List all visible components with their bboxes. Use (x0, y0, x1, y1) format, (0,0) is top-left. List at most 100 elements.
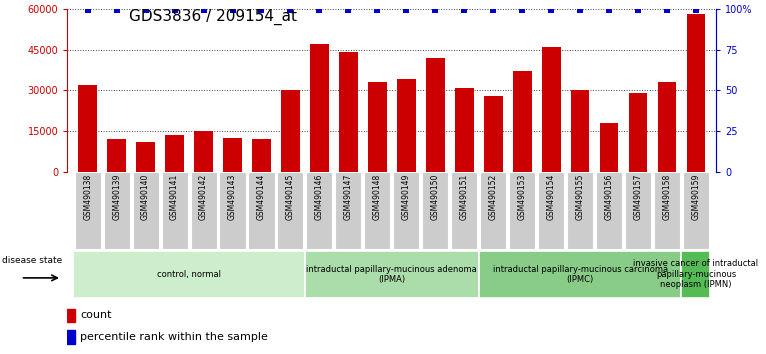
Point (169, 8, 181, 13)
Text: GSM490150: GSM490150 (430, 174, 440, 221)
Text: GSM490148: GSM490148 (373, 174, 381, 220)
FancyBboxPatch shape (509, 172, 535, 249)
FancyBboxPatch shape (336, 172, 362, 249)
FancyBboxPatch shape (220, 172, 246, 249)
Text: GSM490153: GSM490153 (518, 174, 527, 221)
Text: GSM490142: GSM490142 (199, 174, 208, 220)
Point (110, 8, 123, 13)
Text: GSM490154: GSM490154 (547, 174, 555, 221)
FancyBboxPatch shape (625, 172, 651, 249)
Bar (107, 139, 126, 172)
Text: GSM490145: GSM490145 (286, 174, 295, 221)
Text: intraductal papillary-mucinous carcinoma
(IPMC): intraductal papillary-mucinous carcinoma… (493, 265, 668, 284)
Bar (339, 52, 358, 172)
Text: GSM490147: GSM490147 (344, 174, 353, 221)
Bar (78, 85, 97, 172)
FancyBboxPatch shape (306, 172, 332, 249)
Point (342, 8, 355, 13)
Text: GSM490140: GSM490140 (141, 174, 150, 221)
FancyBboxPatch shape (683, 172, 709, 249)
Text: GSM490159: GSM490159 (692, 174, 700, 221)
FancyBboxPatch shape (422, 172, 448, 249)
Point (458, 8, 470, 13)
Bar (484, 96, 502, 172)
Point (574, 8, 586, 13)
Bar (542, 47, 561, 172)
Point (81, 8, 93, 13)
Text: percentile rank within the sample: percentile rank within the sample (80, 332, 268, 342)
Bar (657, 82, 676, 172)
FancyBboxPatch shape (596, 172, 622, 249)
FancyBboxPatch shape (74, 251, 305, 298)
Point (313, 8, 326, 13)
Bar (136, 142, 155, 172)
Bar (165, 135, 184, 172)
Bar (67, 309, 75, 322)
Point (545, 8, 557, 13)
Bar (426, 58, 445, 172)
FancyBboxPatch shape (538, 172, 564, 249)
FancyBboxPatch shape (479, 251, 682, 298)
Point (198, 8, 210, 13)
FancyBboxPatch shape (682, 251, 710, 298)
Text: control, normal: control, normal (157, 270, 221, 279)
Text: GSM490138: GSM490138 (83, 174, 92, 220)
FancyBboxPatch shape (191, 172, 217, 249)
Point (255, 8, 267, 13)
Bar (281, 90, 300, 172)
Point (372, 8, 384, 13)
Text: GSM490158: GSM490158 (663, 174, 672, 220)
Point (661, 8, 673, 13)
Text: GSM490146: GSM490146 (315, 174, 324, 221)
Point (632, 8, 644, 13)
Text: GSM490139: GSM490139 (112, 174, 121, 221)
Text: intraductal papillary-mucinous adenoma
(IPMA): intraductal papillary-mucinous adenoma (… (306, 265, 477, 284)
FancyBboxPatch shape (393, 172, 419, 249)
Text: GSM490143: GSM490143 (228, 174, 237, 221)
Text: GSM490157: GSM490157 (633, 174, 643, 221)
FancyBboxPatch shape (133, 172, 159, 249)
FancyBboxPatch shape (248, 172, 274, 249)
Bar (629, 93, 647, 172)
FancyBboxPatch shape (451, 172, 477, 249)
Bar (252, 139, 271, 172)
FancyBboxPatch shape (365, 172, 391, 249)
Bar (397, 79, 416, 172)
Bar (686, 14, 705, 172)
FancyBboxPatch shape (162, 172, 188, 249)
FancyBboxPatch shape (103, 172, 129, 249)
Text: GDS3836 / 209154_at: GDS3836 / 209154_at (129, 9, 296, 25)
FancyBboxPatch shape (567, 172, 593, 249)
Point (487, 8, 499, 13)
Point (429, 8, 441, 13)
Point (603, 8, 615, 13)
Bar (571, 90, 590, 172)
Text: GSM490156: GSM490156 (604, 174, 614, 221)
FancyBboxPatch shape (654, 172, 680, 249)
FancyBboxPatch shape (74, 172, 100, 249)
Text: count: count (80, 310, 112, 320)
Text: GSM490149: GSM490149 (402, 174, 411, 221)
Bar (455, 87, 473, 172)
Bar (600, 123, 618, 172)
Text: invasive cancer of intraductal
papillary-mucinous
neoplasm (IPMN): invasive cancer of intraductal papillary… (633, 259, 758, 289)
Text: disease state: disease state (2, 256, 62, 265)
Point (400, 8, 412, 13)
Text: GSM490152: GSM490152 (489, 174, 498, 220)
Text: GSM490144: GSM490144 (257, 174, 266, 221)
Point (227, 8, 239, 13)
FancyBboxPatch shape (480, 172, 506, 249)
Text: GSM490151: GSM490151 (460, 174, 469, 220)
Point (284, 8, 296, 13)
Bar (368, 82, 387, 172)
Bar (223, 138, 242, 172)
Point (516, 8, 529, 13)
Bar (512, 71, 532, 172)
Bar (194, 131, 213, 172)
Text: GSM490141: GSM490141 (170, 174, 179, 220)
Text: GSM490155: GSM490155 (575, 174, 584, 221)
Point (139, 8, 152, 13)
Bar (310, 44, 329, 172)
FancyBboxPatch shape (305, 251, 479, 298)
Bar (67, 330, 75, 343)
